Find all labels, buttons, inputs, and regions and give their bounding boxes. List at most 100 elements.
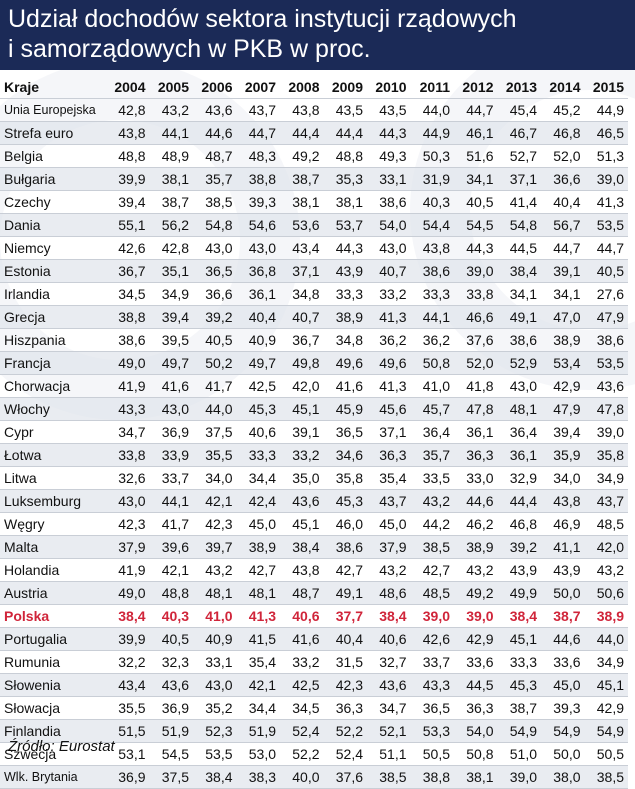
- value-cell: 36,5: [193, 259, 237, 283]
- value-cell: 45,9: [323, 397, 367, 421]
- table-body: Unia Europejska 42,8 43,2 43,6 43,7 43,8 43,5 4…: [0, 98, 628, 789]
- value-cell: 40,3: [410, 190, 454, 214]
- value-cell: 43,0: [497, 374, 541, 398]
- table-row: Bułgaria 39,9 38,1 35,7 38,8 38,7 35,3 33,1 31,9…: [0, 167, 628, 191]
- value-cell: 53,6: [280, 213, 324, 237]
- value-cell: 51,6: [454, 144, 498, 168]
- value-cell: 43,2: [410, 489, 454, 513]
- value-cell: 41,3: [236, 604, 280, 628]
- value-cell: 45,0: [367, 512, 411, 536]
- value-cell: 36,7: [106, 259, 150, 283]
- value-cell: 37,5: [149, 765, 193, 789]
- table-row: Portugalia 39,9 40,5 40,9 41,5 41,6 40,4 40,6 42…: [0, 627, 628, 651]
- table-row: Austria 49,0 48,8 48,1 48,1 48,7 49,1 48,6 48,5 4…: [0, 581, 628, 605]
- value-cell: 38,4: [497, 604, 541, 628]
- value-cell: 40,0: [280, 765, 324, 789]
- value-cell: 32,9: [497, 466, 541, 490]
- value-cell: 39,5: [149, 328, 193, 352]
- value-cell: 38,5: [193, 190, 237, 214]
- value-cell: 49,2: [280, 144, 324, 168]
- value-cell: 34,0: [193, 466, 237, 490]
- value-cell: 48,6: [367, 581, 411, 605]
- value-cell: 41,1: [541, 535, 585, 559]
- country-cell: Włochy: [0, 397, 106, 421]
- value-cell: 41,6: [280, 627, 324, 651]
- value-cell: 45,1: [584, 673, 628, 697]
- value-cell: 34,5: [106, 282, 150, 306]
- country-cell: Chorwacja: [0, 374, 106, 398]
- value-cell: 33,5: [410, 466, 454, 490]
- value-cell: 32,3: [149, 650, 193, 674]
- value-cell: 43,8: [280, 98, 324, 122]
- value-cell: 36,9: [106, 765, 150, 789]
- country-cell: Belgia: [0, 144, 106, 168]
- value-cell: 33,3: [497, 650, 541, 674]
- country-cell: Węgry: [0, 512, 106, 536]
- value-cell: 43,0: [193, 673, 237, 697]
- value-cell: 44,4: [497, 489, 541, 513]
- value-cell: 43,4: [280, 236, 324, 260]
- value-cell: 42,6: [106, 236, 150, 260]
- value-cell: 45,0: [541, 673, 585, 697]
- value-cell: 42,6: [410, 627, 454, 651]
- value-cell: 54,5: [454, 213, 498, 237]
- table-row: Węgry 42,3 41,7 42,3 45,0 45,1 46,0 45,0 44,2 46,…: [0, 512, 628, 536]
- value-cell: 38,1: [280, 190, 324, 214]
- value-cell: 46,1: [454, 121, 498, 145]
- value-cell: 33,7: [149, 466, 193, 490]
- value-cell: 38,9: [454, 535, 498, 559]
- value-cell: 35,7: [193, 167, 237, 191]
- value-cell: 45,1: [280, 512, 324, 536]
- value-cell: 38,6: [584, 328, 628, 352]
- value-cell: 56,2: [149, 213, 193, 237]
- value-cell: 53,0: [236, 742, 280, 766]
- value-cell: 41,7: [193, 374, 237, 398]
- column-header-year: 2015: [584, 76, 628, 99]
- value-cell: 36,3: [323, 696, 367, 720]
- value-cell: 42,3: [193, 512, 237, 536]
- value-cell: 44,7: [454, 98, 498, 122]
- value-cell: 41,0: [193, 604, 237, 628]
- value-cell: 39,4: [149, 305, 193, 329]
- column-header-year: 2007: [236, 76, 280, 99]
- value-cell: 51,9: [236, 719, 280, 743]
- value-cell: 33,1: [367, 167, 411, 191]
- value-cell: 53,4: [541, 351, 585, 375]
- value-cell: 40,4: [323, 627, 367, 651]
- value-cell: 40,5: [584, 259, 628, 283]
- value-cell: 36,4: [497, 420, 541, 444]
- table-row: Słowacja 35,5 36,9 35,2 34,4 34,5 36,3 34,7 36,5…: [0, 696, 628, 720]
- value-cell: 38,6: [367, 190, 411, 214]
- value-cell: 37,1: [497, 167, 541, 191]
- table-row: Francja 49,0 49,7 50,2 49,7 49,8 49,6 49,6 50,8 5…: [0, 351, 628, 375]
- value-cell: 43,0: [367, 236, 411, 260]
- country-cell: Cypr: [0, 420, 106, 444]
- country-cell: Malta: [0, 535, 106, 559]
- table-row: Dania 55,1 56,2 54,8 54,6 53,6 53,7 54,0 54,4 54,…: [0, 213, 628, 237]
- value-cell: 44,3: [454, 236, 498, 260]
- value-cell: 40,7: [280, 305, 324, 329]
- value-cell: 43,2: [584, 558, 628, 582]
- value-cell: 48,8: [106, 144, 150, 168]
- value-cell: 33,0: [454, 466, 498, 490]
- value-cell: 43,8: [410, 236, 454, 260]
- value-cell: 55,1: [106, 213, 150, 237]
- value-cell: 43,2: [367, 558, 411, 582]
- value-cell: 42,5: [280, 673, 324, 697]
- table-row: Litwa 32,6 33,7 34,0 34,4 35,0 35,8 35,4 33,5 33,…: [0, 466, 628, 490]
- value-cell: 42,4: [236, 489, 280, 513]
- value-cell: 47,8: [584, 397, 628, 421]
- value-cell: 52,9: [497, 351, 541, 375]
- value-cell: 49,2: [454, 581, 498, 605]
- value-cell: 41,7: [149, 512, 193, 536]
- table-row: Cypr 34,7 36,9 37,5 40,6 39,1 36,5 37,1 36,4 36,1…: [0, 420, 628, 444]
- value-cell: 42,7: [236, 558, 280, 582]
- country-cell: Austria: [0, 581, 106, 605]
- value-cell: 54,9: [541, 719, 585, 743]
- value-cell: 35,1: [149, 259, 193, 283]
- country-cell: Francja: [0, 351, 106, 375]
- value-cell: 34,1: [541, 282, 585, 306]
- value-cell: 50,0: [541, 581, 585, 605]
- value-cell: 47,9: [541, 397, 585, 421]
- value-cell: 48,5: [410, 581, 454, 605]
